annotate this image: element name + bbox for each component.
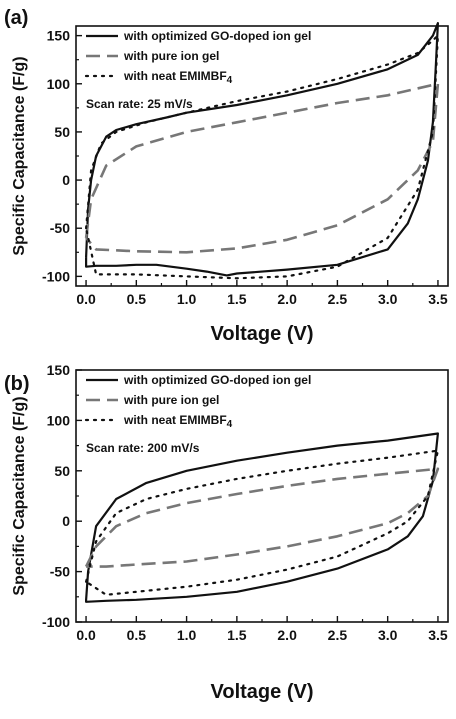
panel-b-xtick-label: 2.5	[328, 627, 348, 643]
panel-a-series-3-line	[85, 34, 439, 280]
panel-a-xtick-label: 2.5	[328, 291, 348, 307]
panel-a-label: (a)	[4, 7, 28, 29]
panel-b-ytick-label: 0	[62, 513, 70, 529]
panel-a-legend-entry-3: with neat EMIMBF4	[123, 69, 233, 86]
panel-a-ytick-label: 0	[62, 172, 70, 188]
panel-b-ytick-label: 150	[47, 362, 71, 378]
panel-a-legend-subscript: 4	[227, 75, 233, 86]
panel-a-ytick-label: -100	[42, 268, 70, 284]
panel-b: (b) 0.0 0.5 1.0 1.5 2.0 2.5 3.0 3.5 -100 -50 0 50 100…	[4, 362, 449, 703]
panel-b-ytick-label: 50	[54, 463, 70, 479]
panel-b-legend-subscript: 4	[227, 419, 233, 430]
panel-b-xtick-label: 1.5	[227, 627, 247, 643]
panel-a-ytick-label: 50	[54, 124, 70, 140]
panel-b-series-1-line	[85, 432, 439, 603]
panel-b-xtick-label: 0.0	[76, 627, 96, 643]
panel-b-ytick-label: -50	[50, 564, 70, 580]
panel-a-xtick-label: 2.0	[277, 291, 297, 307]
panel-b-series-2-line	[84, 467, 440, 568]
panel-b-xtick-label: 0.5	[127, 627, 147, 643]
panel-b-xtick-label: 1.0	[177, 627, 197, 643]
panel-a-xaxis-title: Voltage (V)	[211, 323, 314, 345]
panel-b-yaxis-title: Specific Capacitance (F/g)	[11, 396, 28, 595]
panel-a-ytick-label: -50	[50, 220, 70, 236]
panel-a-series-1-line	[85, 22, 439, 277]
panel-b-ytick-label: -100	[42, 614, 70, 630]
panel-b-xtick-label: 2.0	[277, 627, 297, 643]
panel-a-xtick-label: 0.0	[76, 291, 96, 307]
panel-a-xtick-label: 1.5	[227, 291, 247, 307]
panel-b-label: (b)	[4, 373, 30, 395]
panel-a: (a) 0.0 0.5 1.0 1.5 2.0 2.5 3.0 3.5 -100 -50 0 50 100…	[4, 7, 449, 345]
panel-a-ytick-label: 150	[47, 28, 71, 44]
panel-a-xtick-label: 3.5	[428, 291, 448, 307]
panel-b-legend-entry-1: with optimized GO-doped ion gel	[123, 373, 311, 387]
panel-a-yaxis-title: Specific Capacitance (F/g)	[11, 56, 28, 255]
panel-b-scan-rate-annotation: Scan rate: 200 mV/s	[86, 441, 200, 455]
panel-b-legend-entry-3: with neat EMIMBF4	[123, 413, 233, 430]
panel-a-ytick-label: 100	[47, 76, 71, 92]
panel-a-legend-entry-2: with pure ion gel	[123, 49, 219, 63]
panel-b-xaxis-title: Voltage (V)	[211, 681, 314, 703]
panel-a-xtick-label: 1.0	[177, 291, 197, 307]
panel-a-scan-rate-annotation: Scan rate: 25 mV/s	[86, 97, 193, 111]
panel-b-ytick-label: 100	[47, 412, 71, 428]
panel-a-legend-entry-1: with optimized GO-doped ion gel	[123, 29, 311, 43]
panel-a-xtick-label: 3.0	[378, 291, 398, 307]
panel-a-series-2-line	[84, 82, 440, 254]
panel-b-xtick-label: 3.0	[378, 627, 398, 643]
panel-b-xtick-label: 3.5	[428, 627, 448, 643]
panel-a-xtick-label: 0.5	[127, 291, 147, 307]
panel-b-legend-entry-2: with pure ion gel	[123, 393, 219, 407]
